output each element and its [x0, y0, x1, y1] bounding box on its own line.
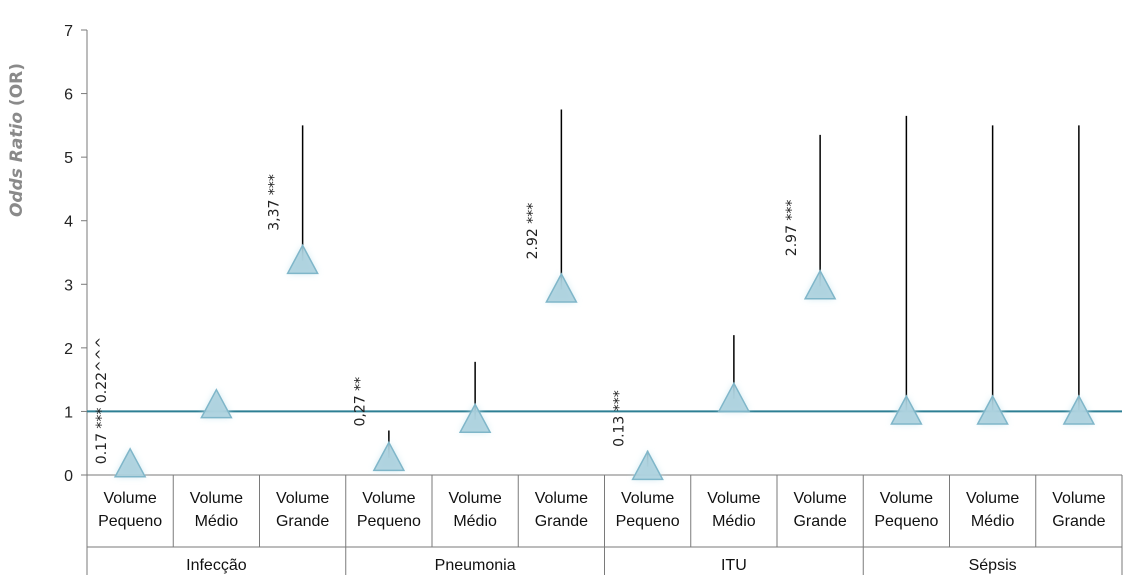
category-label-top: Volume	[707, 490, 760, 507]
category-label-top: Volume	[793, 490, 846, 507]
category-label-top: Volume	[190, 490, 243, 507]
y-tick-label: 0	[64, 468, 73, 485]
data-label: 0,27 **	[353, 377, 369, 427]
category-label-bottom: Grande	[793, 513, 846, 530]
category-label-top: Volume	[535, 490, 588, 507]
data-label: 2.97 ***	[784, 200, 800, 257]
data-markers	[113, 243, 1096, 481]
y-tick-label: 5	[64, 150, 73, 167]
group-label: Pneumonia	[435, 557, 516, 574]
data-marker	[286, 243, 319, 275]
data-labels: 0.17 *** 0.22^^^ 3,37 *** 0,27 ** 2.92 *** 0…	[94, 174, 800, 464]
data-marker	[890, 394, 923, 425]
group-labels: Infecção Pneumonia ITU Sépsis	[186, 557, 1017, 574]
category-label-bottom: Médio	[971, 513, 1015, 530]
y-tick-label: 2	[64, 341, 73, 358]
error-bars	[301, 109, 1080, 467]
category-label-top: Volume	[1052, 490, 1105, 507]
data-marker	[717, 381, 751, 413]
category-label-top: Volume	[621, 490, 674, 507]
y-tick-label: 3	[64, 277, 73, 294]
category-label-top: Volume	[103, 490, 156, 507]
data-marker	[372, 440, 406, 472]
category-label-bottom: Grande	[535, 513, 588, 530]
data-marker	[1062, 394, 1096, 425]
category-labels: Volume Pequeno Volume Médio Volume Grande Volu…	[98, 490, 1106, 530]
data-label: 3,37 ***	[266, 174, 282, 231]
data-marker	[976, 394, 1009, 425]
data-marker	[631, 449, 664, 481]
category-label-top: Volume	[276, 490, 329, 507]
data-marker	[545, 272, 578, 303]
y-tick-label: 6	[64, 87, 73, 104]
y-tick-labels: 0 1 2 3 4 5 6 7	[64, 23, 73, 485]
data-label: 0.13 ***	[611, 390, 627, 447]
y-axis-title: Odds Ratio (OR)	[7, 63, 27, 217]
category-label-bottom: Pequeno	[357, 513, 421, 530]
group-label: Sépsis	[969, 557, 1017, 574]
category-label-bottom: Pequeno	[874, 513, 938, 530]
data-marker	[803, 269, 837, 300]
category-label-top: Volume	[448, 490, 501, 507]
data-marker	[200, 388, 233, 419]
y-axis-title-suffix: (OR)	[7, 63, 27, 112]
group-label: Infecção	[186, 557, 247, 574]
category-label-bottom: Pequeno	[616, 513, 680, 530]
y-tick-label: 7	[64, 23, 73, 40]
category-label-bottom: Médio	[453, 513, 497, 530]
data-label: 2.92 ***	[525, 203, 541, 260]
category-label-bottom: Médio	[712, 513, 756, 530]
data-marker	[113, 447, 147, 478]
category-label-bottom: Médio	[195, 513, 239, 530]
category-label-bottom: Grande	[1052, 513, 1105, 530]
y-axis-title-italic: Odds Ratio	[7, 112, 27, 217]
category-label-bottom: Pequeno	[98, 513, 162, 530]
y-tick-label: 1	[64, 404, 73, 421]
category-label-top: Volume	[966, 490, 1019, 507]
category-label-top: Volume	[362, 490, 415, 507]
category-label-top: Volume	[880, 490, 933, 507]
data-marker	[458, 402, 492, 434]
group-label: ITU	[721, 557, 747, 574]
grid-and-axes	[81, 29, 1123, 575]
category-label-bottom: Grande	[276, 513, 329, 530]
data-label: 0.17 *** 0.22^^^	[94, 337, 110, 464]
y-tick-label: 4	[64, 214, 73, 231]
